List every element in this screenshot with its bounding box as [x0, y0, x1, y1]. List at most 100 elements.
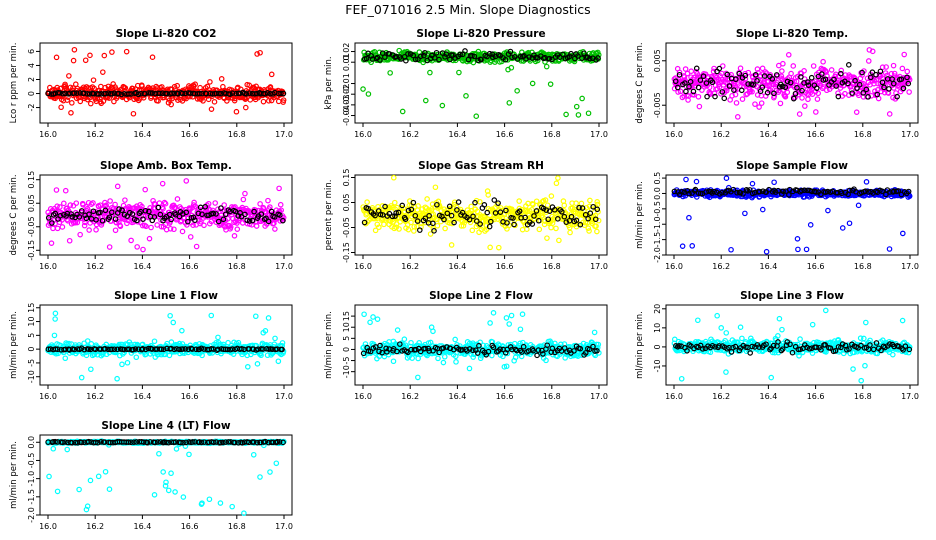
data-point	[62, 355, 69, 362]
data-point	[823, 87, 830, 94]
data-point	[487, 320, 493, 326]
data-point	[360, 86, 366, 92]
data-point	[167, 312, 173, 319]
x-tick-label: 16.8	[854, 392, 872, 401]
data-point	[678, 375, 685, 382]
data-point	[799, 95, 805, 101]
x-tick-label: 16.0	[665, 130, 683, 139]
data-point	[803, 246, 810, 253]
data-point	[70, 57, 77, 64]
data-point	[529, 80, 536, 87]
chart-title: Slope Line 3 Flow	[740, 290, 844, 302]
data-point	[790, 63, 797, 69]
data-point	[179, 228, 186, 235]
data-point	[187, 234, 194, 240]
data-point	[780, 60, 786, 67]
data-point	[100, 69, 106, 75]
data-point	[526, 54, 532, 60]
page-title: FEF_071016 2.5 Min. Slope Diagnostics	[345, 2, 591, 17]
data-point	[62, 187, 69, 194]
data-point	[229, 90, 236, 96]
data-point	[257, 49, 263, 56]
data-point	[490, 310, 497, 316]
data-point	[254, 51, 260, 57]
data-point	[66, 73, 72, 79]
data-point	[86, 227, 92, 233]
data-point	[825, 207, 831, 214]
data-point	[122, 85, 129, 91]
data-point	[436, 56, 442, 63]
data-point	[59, 224, 66, 230]
data-point	[265, 315, 272, 321]
data-point	[543, 63, 550, 70]
y-tick-label: 10	[27, 316, 36, 326]
data-point	[114, 183, 121, 190]
data-point	[370, 314, 376, 320]
data-point	[763, 248, 770, 255]
y-tick-label: -1.0	[653, 216, 662, 232]
data-point	[560, 198, 567, 204]
y-tick-label: 0	[27, 91, 36, 96]
data-point	[216, 90, 222, 97]
data-point	[442, 54, 448, 60]
data-point	[156, 200, 163, 206]
data-point	[694, 70, 700, 77]
data-point	[134, 244, 140, 250]
data-point	[547, 81, 554, 87]
data-point	[595, 55, 601, 61]
y-tick-label: 10	[653, 323, 662, 333]
data-point	[50, 225, 56, 232]
x-tick-label: 16.6	[181, 130, 199, 139]
x-tick-label: 17.0	[590, 262, 608, 271]
data-point	[693, 178, 700, 185]
data-point	[148, 224, 154, 231]
data-point	[95, 91, 102, 97]
data-point	[209, 91, 216, 97]
data-point	[556, 54, 563, 61]
data-point	[901, 51, 908, 58]
x-tick-label: 16.6	[807, 262, 825, 271]
data-point	[886, 111, 893, 117]
data-point	[87, 100, 94, 107]
x-tick-label: 16.0	[354, 262, 372, 271]
y-axis-label: ml/min per min.	[635, 311, 645, 379]
data-point	[394, 327, 401, 333]
data-point	[470, 59, 477, 66]
x-tick-label: 17.0	[901, 262, 919, 271]
data-point	[84, 91, 91, 97]
data-point	[51, 332, 58, 339]
x-tick-label: 16.0	[39, 130, 57, 139]
x-tick-label: 16.2	[401, 262, 419, 271]
data-point	[408, 219, 414, 226]
data-point	[839, 225, 846, 231]
data-point	[677, 88, 684, 95]
x-tick-label: 17.0	[901, 130, 919, 139]
data-point	[679, 243, 686, 249]
data-point	[759, 65, 766, 72]
data-point	[387, 70, 393, 76]
y-tick-label: -10	[342, 365, 351, 378]
data-point	[517, 53, 524, 60]
data-point	[207, 79, 213, 85]
data-point	[393, 53, 399, 60]
data-point	[567, 229, 573, 236]
data-point	[422, 49, 428, 56]
data-point	[506, 321, 512, 327]
data-point	[101, 52, 108, 59]
data-point	[126, 91, 132, 97]
data-point	[810, 63, 817, 69]
data-point	[758, 100, 765, 106]
data-point	[53, 54, 60, 61]
data-point	[253, 223, 260, 229]
data-point	[734, 114, 741, 120]
x-tick-label: 16.8	[543, 130, 561, 139]
data-point	[275, 358, 282, 365]
data-point	[579, 95, 585, 102]
data-point	[170, 319, 177, 326]
data-point	[379, 50, 386, 56]
data-point	[146, 235, 153, 242]
data-point	[377, 57, 383, 63]
data-point	[415, 56, 421, 63]
data-point	[463, 93, 469, 99]
